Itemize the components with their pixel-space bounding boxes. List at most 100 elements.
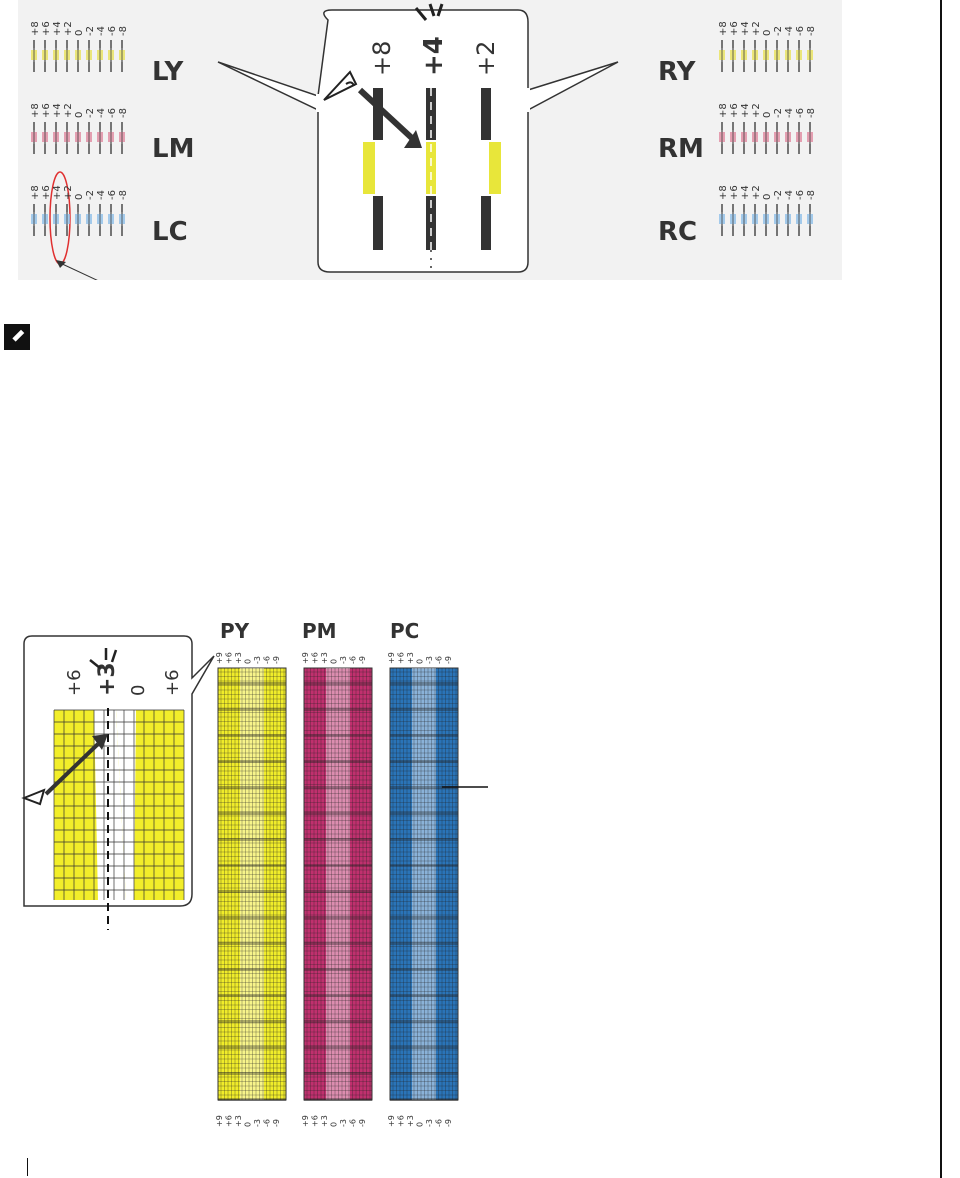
left-tick-2-1: +6 <box>41 185 52 200</box>
pc-label: PC <box>390 619 419 643</box>
strip-bottom-tick-2-6: -9 <box>444 1119 453 1127</box>
left-tick-2-3: +2 <box>63 185 74 200</box>
left-tick-1-3: +2 <box>63 103 74 118</box>
left-tick-1-5: -2 <box>85 108 96 118</box>
strip-bottom-tick-1-3: 0 <box>330 1122 339 1127</box>
zoom-callout: +8 +4 +2 <box>217 3 619 273</box>
left-tick-0-7: -6 <box>107 26 118 36</box>
right-tick-0-6: -4 <box>784 26 795 36</box>
left-tick-2-7: -6 <box>107 190 118 200</box>
pointer-line <box>57 261 98 280</box>
zoom2-tick-plus6-right: +6 <box>162 669 183 696</box>
strip-bottom-tick-0-5: -6 <box>263 1119 272 1127</box>
right-tick-1-1: +6 <box>729 103 740 118</box>
strip-bottom-tick-0-6: -9 <box>272 1119 281 1127</box>
strip-top-tick-2-5: -6 <box>435 656 444 664</box>
rc-label: RC <box>658 217 697 247</box>
left-tick-1-8: -8 <box>118 108 129 118</box>
strip-top-tick-2-4: -3 <box>425 656 434 664</box>
zoom2-tick-0: 0 <box>128 685 149 696</box>
ly-label: LY <box>152 57 185 87</box>
strip-top-tick-1-6: -9 <box>358 656 367 664</box>
zoom-tick-plus4: +4 <box>419 36 449 76</box>
footer-marker <box>27 1158 28 1176</box>
right-tick-0-5: -2 <box>773 26 784 36</box>
pm-label: PM <box>302 619 337 643</box>
left-tick-0-2: +4 <box>52 21 63 36</box>
strip-bottom-tick-2-1: +6 <box>397 1115 406 1127</box>
right-tick-2-7: -6 <box>795 190 806 200</box>
right-tick-0-1: +6 <box>729 21 740 36</box>
strip-2 <box>389 667 459 1101</box>
right-tick-0-8: -8 <box>806 26 817 36</box>
strip-top-tick-2-0: +9 <box>387 652 396 664</box>
lc-label: LC <box>152 217 188 247</box>
strip-top-tick-2-2: +3 <box>406 652 415 664</box>
rm-label: RM <box>658 134 704 164</box>
left-tick-0-4: 0 <box>74 30 85 36</box>
left-tick-0-1: +6 <box>41 21 52 36</box>
strip-0 <box>217 667 287 1101</box>
strip-1 <box>303 667 373 1101</box>
right-tick-1-6: -4 <box>784 108 795 118</box>
right-tick-2-5: -2 <box>773 190 784 200</box>
left-tick-1-0: +8 <box>30 103 41 118</box>
registration-chart-figure: LY LM LC RY RM RC +8 +4 +2 <box>18 0 842 280</box>
right-tick-2-8: -8 <box>806 190 817 200</box>
right-tick-0-0: +8 <box>718 21 729 36</box>
strip-bottom-tick-2-0: +9 <box>387 1115 396 1127</box>
strip-top-tick-1-4: -3 <box>339 656 348 664</box>
strip-bottom-tick-2-2: +3 <box>406 1115 415 1127</box>
strip-top-tick-0-4: -3 <box>253 656 262 664</box>
strip-top-tick-2-6: -9 <box>444 656 453 664</box>
right-tick-0-4: 0 <box>762 30 773 36</box>
zoom-tick-plus2: +2 <box>472 41 500 76</box>
strip-top-tick-1-5: -6 <box>349 656 358 664</box>
strip-top-tick-2-1: +6 <box>397 652 406 664</box>
strip-bottom-tick-1-2: +3 <box>320 1115 329 1127</box>
left-tick-0-0: +8 <box>30 21 41 36</box>
strip-bottom-tick-1-5: -6 <box>349 1119 358 1127</box>
right-tick-2-6: -4 <box>784 190 795 200</box>
strip-bottom-tick-2-5: -6 <box>435 1119 444 1127</box>
left-tick-1-2: +4 <box>52 103 63 118</box>
py-label: PY <box>220 619 250 643</box>
zoom-tick-plus8: +8 <box>368 41 396 76</box>
left-tick-1-7: -6 <box>107 108 118 118</box>
right-tick-1-4: 0 <box>762 112 773 118</box>
strip-top-tick-1-2: +3 <box>320 652 329 664</box>
strip-bottom-tick-2-3: 0 <box>416 1122 425 1127</box>
strip-top-tick-0-2: +3 <box>234 652 243 664</box>
strip-top-tick-0-1: +6 <box>225 652 234 664</box>
strip-bottom-tick-1-6: -9 <box>358 1119 367 1127</box>
pencil-note-icon <box>4 324 30 350</box>
print-strips-figure: +6 +3 0 +6 PY PM PC +9+9+6+6+3+300-3-3-6… <box>21 619 488 1127</box>
strip-bottom-tick-0-0: +9 <box>215 1115 224 1127</box>
strip-bottom-tick-1-0: +9 <box>301 1115 310 1127</box>
strip-bottom-tick-0-4: -3 <box>253 1119 262 1127</box>
left-tick-2-0: +8 <box>30 185 41 200</box>
right-tick-1-8: -8 <box>806 108 817 118</box>
strip-top-tick-0-0: +9 <box>215 652 224 664</box>
strip-bottom-tick-0-3: 0 <box>244 1122 253 1127</box>
zoom2-tick-plus6-left: +6 <box>64 669 85 696</box>
strip-bottom-tick-1-4: -3 <box>339 1119 348 1127</box>
left-tick-1-6: -4 <box>96 108 107 118</box>
right-tick-1-7: -6 <box>795 108 806 118</box>
right-tick-2-1: +6 <box>729 185 740 200</box>
left-tick-1-4: 0 <box>74 112 85 118</box>
strip-top-tick-1-1: +6 <box>311 652 320 664</box>
right-tick-2-2: +4 <box>740 185 751 200</box>
lm-label: LM <box>152 134 194 164</box>
strip-top-tick-1-0: +9 <box>301 652 310 664</box>
right-tick-1-0: +8 <box>718 103 729 118</box>
right-tick-0-3: +2 <box>751 21 762 36</box>
left-tick-2-6: -4 <box>96 190 107 200</box>
right-tick-1-3: +2 <box>751 103 762 118</box>
strip-bottom-tick-0-2: +3 <box>234 1115 243 1127</box>
left-tick-2-5: -2 <box>85 190 96 200</box>
left-tick-0-8: -8 <box>118 26 129 36</box>
ry-label: RY <box>658 57 697 87</box>
strip-top-tick-0-3: 0 <box>244 659 253 664</box>
left-tick-0-6: -4 <box>96 26 107 36</box>
